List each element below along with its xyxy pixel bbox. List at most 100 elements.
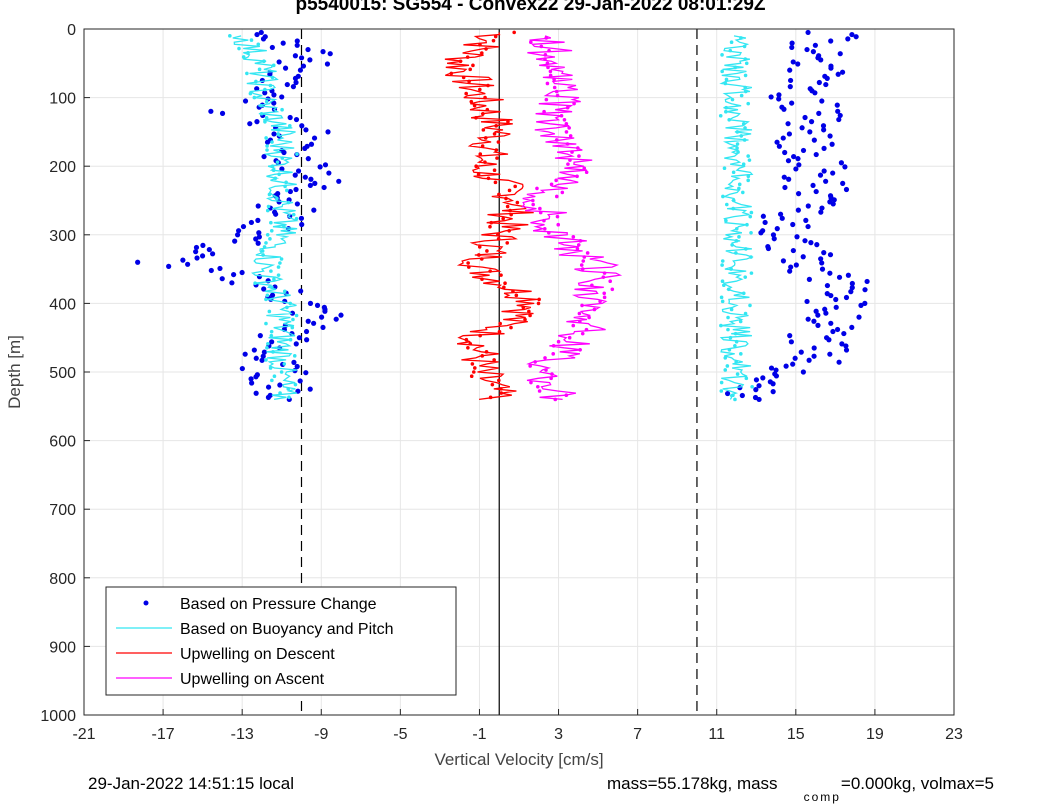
pressure-change-point (284, 81, 290, 88)
series-marker (273, 176, 278, 181)
series-marker (739, 352, 743, 356)
series-marker (536, 384, 540, 389)
series-marker (264, 297, 268, 302)
series-marker (584, 327, 589, 332)
pressure-change-point (823, 310, 829, 316)
pressure-change-point (308, 141, 315, 147)
series-marker (245, 71, 249, 76)
pressure-change-point (835, 108, 841, 114)
series-marker (477, 245, 482, 249)
series-marker (449, 71, 454, 76)
pressure-change-point (724, 390, 731, 397)
series-marker (737, 235, 741, 239)
series-marker (554, 178, 558, 183)
pressure-change-point (768, 365, 775, 371)
pressure-change-point (813, 188, 819, 195)
series-marker (269, 333, 274, 338)
series-marker (284, 180, 288, 185)
series-marker (727, 117, 731, 122)
pressure-change-point (833, 296, 839, 303)
series-marker (554, 194, 559, 199)
series-marker (719, 389, 724, 393)
pressure-change-point (785, 121, 791, 127)
pressure-change-point (303, 370, 309, 376)
pressure-change-point (765, 243, 771, 250)
series-marker (734, 239, 739, 243)
series-marker (724, 109, 728, 114)
pressure-change-point (217, 265, 223, 272)
pressure-change-point (827, 133, 833, 139)
pressure-change-point (823, 81, 829, 88)
series-marker (276, 265, 281, 269)
series-marker (265, 345, 269, 350)
pressure-change-point (302, 174, 308, 180)
series-marker (252, 95, 257, 100)
pressure-change-point (799, 125, 805, 131)
pressure-change-point (320, 324, 326, 331)
series-marker (551, 343, 556, 348)
series-marker (552, 85, 557, 90)
pressure-change-point (842, 164, 848, 170)
pressure-change-point (845, 272, 851, 278)
pressure-change-point (271, 100, 277, 106)
series-marker (270, 140, 274, 144)
series-marker (480, 354, 485, 358)
pressure-change-point (324, 61, 331, 67)
pressure-change-point (788, 339, 794, 345)
series-marker (278, 391, 282, 395)
series-marker (291, 317, 295, 322)
series-marker (554, 138, 559, 142)
series-marker (748, 303, 752, 308)
pressure-change-point (308, 176, 314, 182)
pressure-change-point (836, 116, 842, 123)
data-layer (135, 29, 870, 403)
series-marker (264, 241, 268, 245)
pressure-change-point (298, 288, 304, 294)
series-marker (521, 305, 526, 310)
series-marker (483, 95, 487, 100)
pressure-change-point (166, 263, 172, 269)
series-marker (545, 61, 550, 66)
pressure-change-point (772, 371, 778, 377)
pressure-change-point (255, 217, 261, 223)
pressure-change-point (280, 40, 286, 46)
series-marker (567, 126, 571, 130)
series-marker (578, 239, 583, 243)
series-marker (282, 224, 286, 229)
series-marker (719, 380, 724, 385)
series-marker (265, 144, 269, 148)
pressure-change-point (827, 193, 834, 199)
pressure-change-point (282, 65, 289, 71)
pressure-change-point (795, 61, 801, 67)
series-marker (263, 87, 267, 92)
series-marker (469, 99, 474, 104)
series-marker (492, 168, 497, 173)
pressure-change-point (810, 49, 816, 55)
series-marker (735, 142, 740, 146)
series-marker (259, 111, 264, 116)
pressure-change-point (783, 363, 789, 369)
pressure-change-point (788, 264, 794, 270)
series-marker (528, 313, 532, 318)
pressure-change-point (843, 186, 850, 193)
pressure-change-point (837, 112, 843, 119)
series-marker (552, 77, 556, 82)
pressure-change-point (819, 266, 826, 272)
pressure-change-point (326, 170, 332, 176)
pressure-change-point (840, 180, 846, 186)
series-marker (537, 297, 541, 302)
series-marker (512, 30, 516, 35)
pressure-change-point (768, 94, 774, 100)
pressure-change-point (787, 84, 793, 90)
footer-mass: mass=55.178kg, mass comp=0.000kg, volmax=… (607, 774, 994, 804)
series-marker (268, 83, 273, 88)
legend-label: Based on Pressure Change (180, 596, 377, 613)
x-tick-label: 23 (945, 726, 963, 743)
pressure-change-point (265, 394, 272, 400)
pressure-change-point (752, 394, 759, 401)
y-tick-label: 300 (49, 228, 76, 245)
pressure-change-point (248, 376, 254, 382)
series-marker (737, 182, 742, 187)
series-marker (744, 61, 749, 66)
series-marker (531, 198, 535, 203)
